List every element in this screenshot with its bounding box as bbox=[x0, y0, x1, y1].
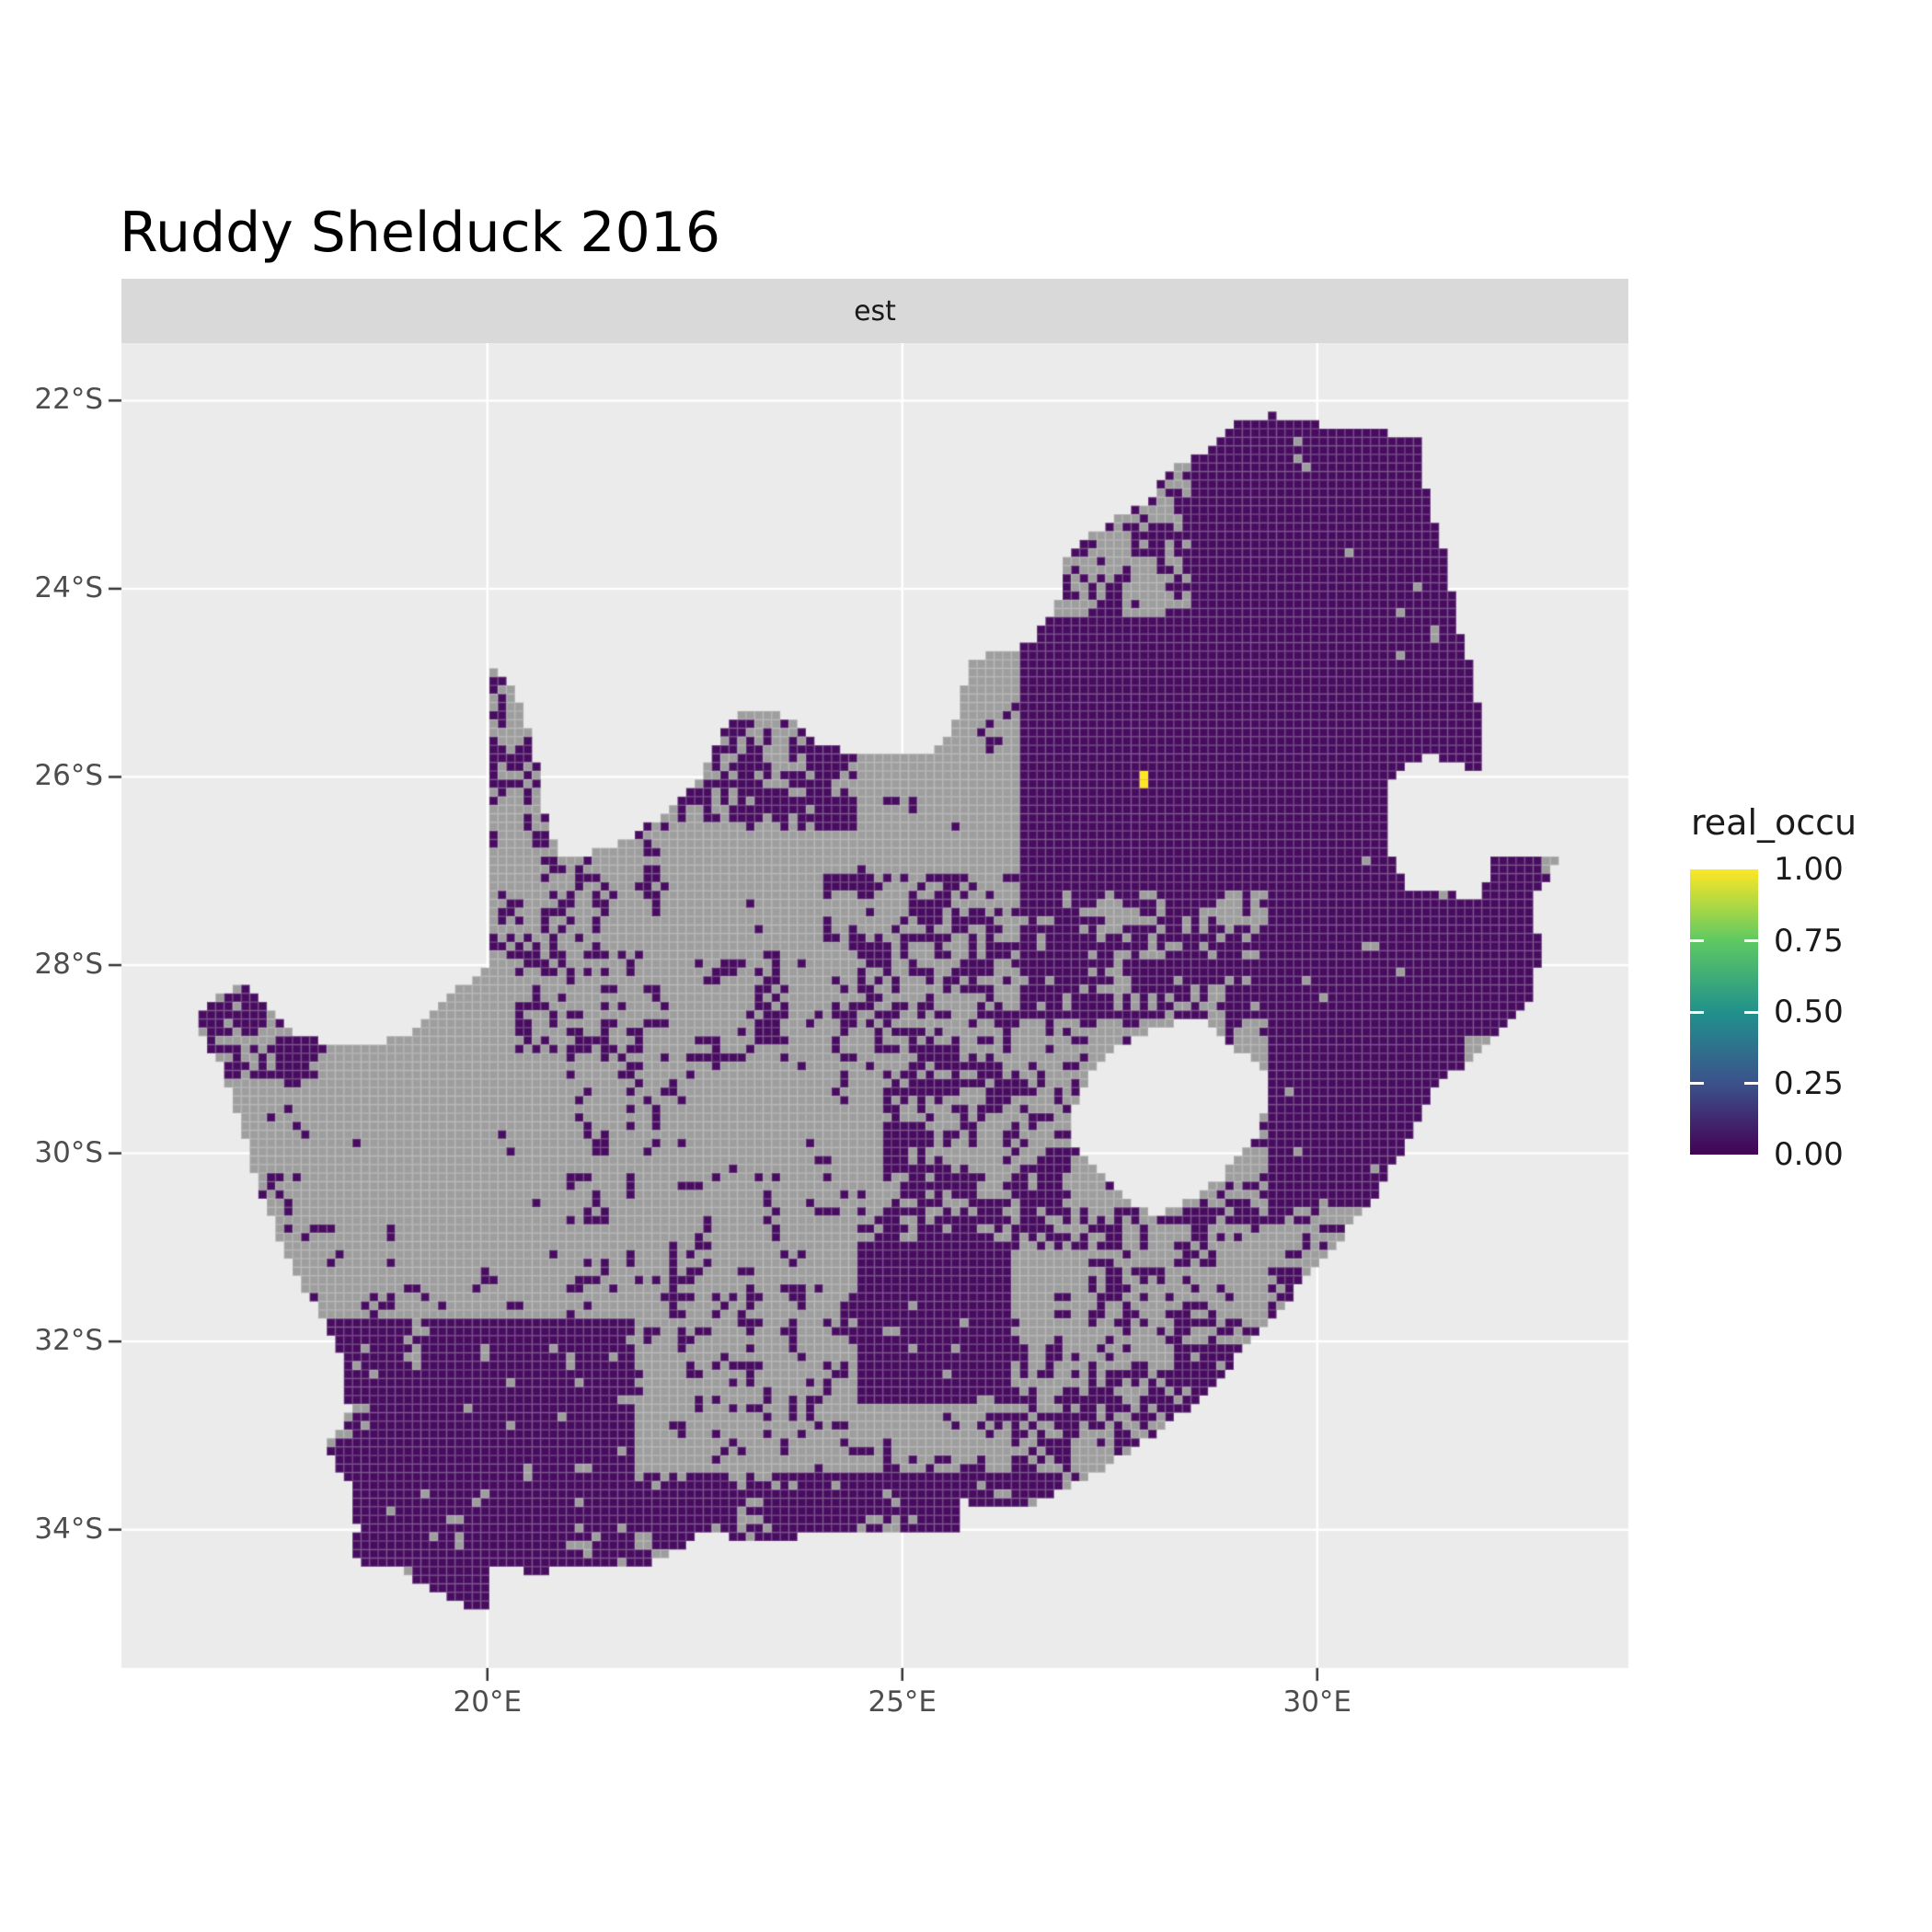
legend-tick-label: 0.50 bbox=[1774, 994, 1844, 1030]
facet-strip: est bbox=[121, 279, 1628, 343]
legend-title: real_occu bbox=[1691, 802, 1857, 843]
y-tick-label: 34°S bbox=[34, 1512, 103, 1546]
plot-title: Ruddy Shelduck 2016 bbox=[120, 201, 721, 265]
y-tick-label: 32°S bbox=[34, 1324, 103, 1358]
x-tick-label: 20°E bbox=[453, 1685, 523, 1719]
legend-tick-label: 0.00 bbox=[1774, 1136, 1844, 1173]
x-tick-label: 25°E bbox=[868, 1685, 937, 1719]
x-tick-label: 30°E bbox=[1282, 1685, 1352, 1719]
y-tick-label: 26°S bbox=[34, 759, 103, 793]
y-tick-label: 24°S bbox=[34, 570, 103, 604]
legend-tick-mark bbox=[1744, 1010, 1758, 1014]
y-tick-label: 22°S bbox=[34, 383, 103, 417]
legend-tick-mark bbox=[1744, 939, 1758, 942]
legend-tick-mark bbox=[1744, 1082, 1758, 1085]
facet-label: est bbox=[854, 294, 896, 328]
legend-tick-label: 1.00 bbox=[1774, 851, 1844, 888]
y-tick-label: 28°S bbox=[34, 948, 103, 982]
y-tick-label: 30°S bbox=[34, 1135, 103, 1169]
legend-tick-label: 0.25 bbox=[1774, 1064, 1844, 1102]
legend-tick-mark bbox=[1690, 939, 1704, 942]
legend-tick-mark bbox=[1690, 1010, 1704, 1014]
legend-tick-mark bbox=[1690, 1082, 1704, 1085]
legend-tick-label: 0.75 bbox=[1774, 922, 1844, 960]
